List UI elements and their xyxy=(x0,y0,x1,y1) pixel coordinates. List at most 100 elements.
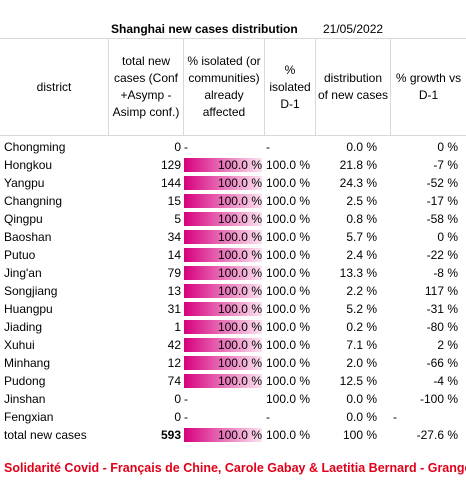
distribution-cell: 7.1 % xyxy=(346,338,377,352)
isolated-cell: 100.0 % xyxy=(184,246,262,264)
total-cases-cell: 34 xyxy=(167,230,181,244)
isolated-d1-cell: 100.0 % xyxy=(266,374,311,388)
distribution-cell: 24.3 % xyxy=(339,176,377,190)
isolated-data-bar xyxy=(184,212,262,226)
distribution-cell: 2.5 % xyxy=(346,194,377,208)
district-cell: Jinshan xyxy=(4,392,46,406)
growth-cell: -7 % xyxy=(433,158,458,172)
isolated-value: 100.0 % xyxy=(217,356,262,370)
isolated-value: 100.0 % xyxy=(217,194,262,208)
growth-cell: -100 % xyxy=(419,392,458,406)
growth-cell: -22 % xyxy=(426,248,458,262)
isolated-value: 100.0 % xyxy=(217,212,262,226)
total-cases-cell: 15 xyxy=(167,194,181,208)
header-distribution-line-2: of new cases xyxy=(317,88,389,102)
isolated-data-bar xyxy=(184,320,262,334)
isolated-d1-cell: 100.0 % xyxy=(266,176,311,190)
district-cell: Minhang xyxy=(4,356,51,370)
header-divider xyxy=(108,39,109,135)
isolated-value: 100.0 % xyxy=(217,158,262,172)
total-cases-cell: 0 xyxy=(174,392,181,406)
growth-cell: 2 % xyxy=(437,338,458,352)
header-growth: % growth vs D-1 xyxy=(391,39,466,135)
header-divider xyxy=(264,39,265,135)
growth-cell: 0 % xyxy=(437,140,458,154)
isolated-d1-cell: 100.0 % xyxy=(266,302,311,316)
table-row: Jing'an 79 100.0 % 100.0 % 13.3 % -8 % xyxy=(0,264,466,282)
isolated-d1-cell: 100.0 % xyxy=(266,320,311,334)
district-cell: Changning xyxy=(4,194,63,208)
isolated-d1-cell: 100.0 % xyxy=(266,194,311,208)
isolated-d1-cell: 100.0 % xyxy=(266,230,311,244)
isolated-cell: 100.0 % xyxy=(184,318,262,336)
growth-cell: 117 % xyxy=(424,284,458,298)
isolated-value: 100.0 % xyxy=(217,428,262,442)
isolated-cell: 100.0 % xyxy=(184,336,262,354)
table-row: Jiading 1 100.0 % 100.0 % 0.2 % -80 % xyxy=(0,318,466,336)
distribution-cell: 0.0 % xyxy=(346,140,377,154)
isolated-d1-cell: 100.0 % xyxy=(266,212,311,226)
table-body: Chongming 0- -0.0 % 0 % Hongkou 129 100.0 % 100… xyxy=(0,138,466,444)
header-isolated-d1: % isolated D-1 xyxy=(265,39,315,135)
isolated-cell: 100.0 % xyxy=(184,192,262,210)
isolated-value: 100.0 % xyxy=(217,248,262,262)
isolated-d1-cell: 100.0 % xyxy=(266,392,311,406)
growth-cell: -58 % xyxy=(426,212,458,226)
total-cases-cell: 1 xyxy=(174,320,181,334)
district-cell: Songjiang xyxy=(4,284,58,298)
isolated-value: 100.0 % xyxy=(217,176,262,190)
total-cases-cell: 593 xyxy=(160,428,181,442)
table-row: Jinshan 0- 100.0 % 0.0 % -100 % xyxy=(0,390,466,408)
isolated-d1-cell: 100.0 % xyxy=(266,158,311,172)
isolated-value: - xyxy=(184,392,188,406)
table-row: Fengxian 0- -0.0 % - xyxy=(0,408,466,426)
isolated-d1-cell: - xyxy=(266,140,270,154)
isolated-cell: - xyxy=(184,408,262,426)
isolated-d1-cell: - xyxy=(266,410,270,424)
district-cell: Fengxian xyxy=(4,410,54,424)
district-cell: Putuo xyxy=(4,248,36,262)
isolated-d1-cell: 100.0 % xyxy=(266,428,311,442)
isolated-value: 100.0 % xyxy=(217,284,262,298)
isolated-cell: 100.0 % xyxy=(184,264,262,282)
isolated-data-bar xyxy=(184,248,262,262)
growth-cell: -66 % xyxy=(426,356,458,370)
header-growth-line-2: D-1 xyxy=(418,88,439,102)
table-row: Songjiang 13 100.0 % 100.0 % 2.2 % 117 % xyxy=(0,282,466,300)
growth-cell: -8 % xyxy=(433,266,458,280)
header-isolated-d1-line-2: isolated xyxy=(269,79,311,94)
header-divider xyxy=(390,39,391,135)
total-cases-cell: 14 xyxy=(167,248,181,262)
distribution-cell: 13.3 % xyxy=(339,266,377,280)
isolated-d1-cell: 100.0 % xyxy=(266,356,311,370)
isolated-cell: 100.0 % xyxy=(184,228,262,246)
total-cases-cell: 0 xyxy=(174,140,181,154)
header-district: district xyxy=(0,39,108,135)
isolated-value: 100.0 % xyxy=(217,374,262,388)
isolated-value: 100.0 % xyxy=(217,320,262,334)
header-isolated-line-3: already xyxy=(204,88,244,102)
title-row: Shanghai new cases distribution 21/05/20… xyxy=(0,0,466,38)
distribution-cell: 0.0 % xyxy=(346,392,377,406)
distribution-cell: 0.8 % xyxy=(346,212,377,226)
isolated-cell: 100.0 % xyxy=(184,354,262,372)
isolated-value: 100.0 % xyxy=(217,266,262,280)
header-isolated: % isolated (or communities) already affe… xyxy=(184,39,264,135)
district-cell: Baoshan xyxy=(4,230,52,244)
table-row: Minhang 12 100.0 % 100.0 % 2.0 % -66 % xyxy=(0,354,466,372)
district-cell: Yangpu xyxy=(4,176,45,190)
header-total-line-3: +Asymp - xyxy=(120,88,172,102)
table-row: Changning 15 100.0 % 100.0 % 2.5 % -17 % xyxy=(0,192,466,210)
isolated-data-bar xyxy=(184,428,262,442)
header-divider xyxy=(315,39,316,135)
isolated-value: 100.0 % xyxy=(217,338,262,352)
header-isolated-line-4: affected xyxy=(202,105,246,119)
header-isolated-line-1: % isolated (or xyxy=(187,54,261,68)
isolated-cell: 100.0 % xyxy=(184,300,262,318)
district-cell: Jing'an xyxy=(4,266,42,280)
growth-cell: -80 % xyxy=(426,320,458,334)
growth-cell: 0 % xyxy=(437,230,458,244)
growth-cell: -27.6 % xyxy=(416,428,458,442)
table-row: Yangpu 144 100.0 % 100.0 % 24.3 % -52 % xyxy=(0,174,466,192)
isolated-cell: - xyxy=(184,138,262,156)
